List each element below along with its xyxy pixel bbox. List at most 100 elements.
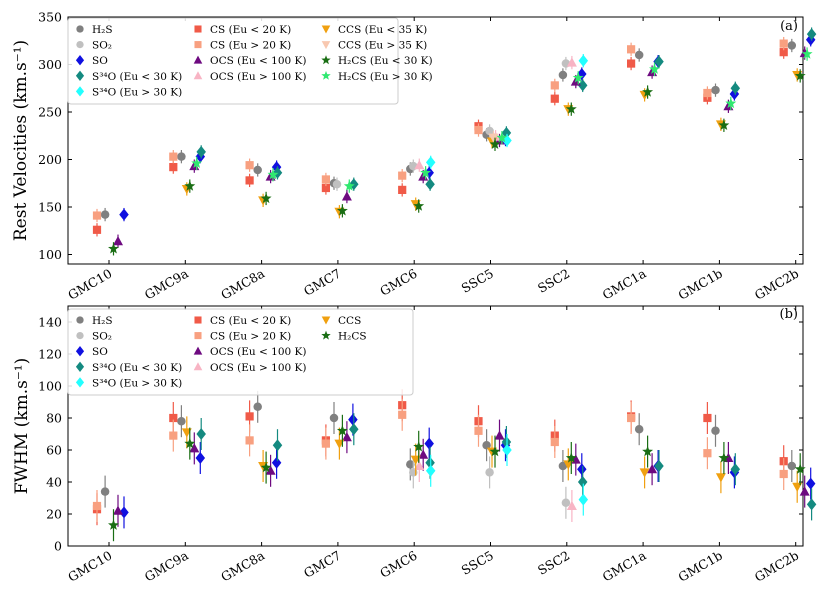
x-tick-label: GMC9a	[142, 265, 191, 302]
legend-label: CS (Eu > 20 K)	[210, 40, 291, 52]
data-point	[806, 28, 817, 41]
data-point	[406, 460, 415, 469]
data-point	[100, 487, 110, 496]
data-point	[100, 210, 110, 219]
data-point	[92, 225, 102, 234]
legend-label: OCS (Eu > 100 K)	[210, 362, 307, 374]
legend-marker	[76, 316, 84, 324]
legend-marker	[76, 25, 84, 33]
data-point	[558, 70, 568, 80]
x-tick-label: GMC1a	[600, 265, 649, 302]
panel-a: 100 150 200 250 300 350 Rest Velocities (km.s⁻…	[11, 10, 817, 303]
data-point	[627, 59, 636, 68]
legend: H₂S SO₂ SO S³⁴O (Eu < 30 K) S³⁴O (Eu > 30 K)…	[67, 308, 414, 396]
data-point	[711, 426, 720, 436]
series-ocs-gt	[414, 55, 577, 172]
data-point	[578, 54, 589, 67]
data-point	[169, 152, 178, 161]
data-point	[413, 200, 425, 211]
data-point	[558, 461, 568, 471]
legend-frame	[67, 308, 414, 396]
y-tick-label: 120	[38, 347, 62, 362]
y-tick-label: 0	[54, 539, 62, 554]
data-point	[572, 72, 584, 83]
data-point	[550, 94, 559, 103]
y-axis-label: FWHM (km.s⁻¹)	[12, 358, 32, 495]
legend-label: SO	[92, 55, 108, 67]
legend-marker	[75, 86, 85, 97]
data-point	[184, 437, 196, 449]
data-point	[414, 460, 425, 470]
data-point	[108, 243, 119, 254]
data-point	[265, 465, 276, 475]
series-so2	[332, 56, 571, 191]
data-point	[418, 449, 429, 459]
data-point	[794, 70, 806, 81]
y-tick-label: 200	[38, 152, 62, 167]
legend-marker	[75, 346, 85, 357]
data-point	[245, 436, 254, 445]
x-tick-label: GMC8a	[218, 547, 267, 584]
data-point	[420, 167, 432, 178]
y-tick-label: 350	[38, 10, 62, 25]
data-point	[336, 205, 348, 216]
data-point	[787, 41, 797, 50]
legend-marker	[75, 377, 85, 388]
legend-label: H₂CS (Eu > 30 K)	[338, 71, 433, 83]
data-point	[398, 185, 407, 194]
data-point	[474, 125, 483, 135]
y-tick-label: 140	[38, 315, 62, 330]
data-point	[341, 191, 352, 201]
data-point	[494, 430, 505, 440]
data-point	[177, 152, 186, 161]
legend-marker	[321, 316, 331, 325]
legend-label: CCS (Eu > 35 K)	[338, 40, 427, 52]
plot-frame	[67, 16, 804, 265]
data-point	[578, 493, 589, 506]
data-point	[806, 498, 817, 511]
plot-frame	[67, 305, 804, 547]
data-point	[260, 192, 272, 204]
x-tick-label: GMC1a	[600, 547, 649, 584]
y-tick-label: 60	[46, 443, 62, 458]
x-tick-label: GMC10	[65, 548, 114, 585]
series-ccs-gt	[488, 131, 499, 145]
data-point	[561, 498, 571, 508]
legend-marker	[193, 55, 203, 64]
data-point	[718, 119, 730, 130]
data-point	[425, 156, 436, 169]
series-ocs-lt	[113, 419, 810, 527]
series-s34o-lt	[196, 27, 817, 191]
x-tick-label: GMC1b	[676, 548, 725, 585]
data-point	[627, 45, 636, 54]
legend-marker	[321, 25, 331, 34]
x-tick-label: GMC6	[377, 266, 419, 299]
data-point	[642, 445, 654, 457]
y-tick-label: 250	[38, 105, 62, 120]
data-point	[801, 48, 813, 59]
y-tick-label: 40	[46, 475, 62, 490]
x-tick-label: SSC5	[459, 266, 496, 296]
data-point	[119, 506, 129, 519]
data-point	[424, 437, 434, 450]
data-point	[502, 444, 512, 456]
legend-marker	[75, 70, 85, 81]
data-point	[718, 452, 730, 463]
x-tick-label: GMC1b	[676, 266, 725, 303]
data-point	[169, 413, 178, 423]
x-tick-label: SSC5	[459, 548, 496, 578]
x-tick-label: GMC2b	[752, 548, 801, 585]
legend-marker	[321, 41, 331, 50]
data-point	[647, 463, 658, 474]
data-point	[794, 463, 806, 474]
y-tick-label: 100	[38, 379, 62, 394]
data-point	[654, 460, 664, 472]
data-point	[703, 88, 712, 98]
data-point	[169, 431, 178, 440]
data-point	[113, 235, 123, 246]
y-axis-label: Rest Velocities (km.s⁻¹)	[11, 40, 31, 241]
legend-marker	[75, 55, 85, 66]
data-point	[566, 57, 577, 67]
data-point	[245, 176, 254, 185]
